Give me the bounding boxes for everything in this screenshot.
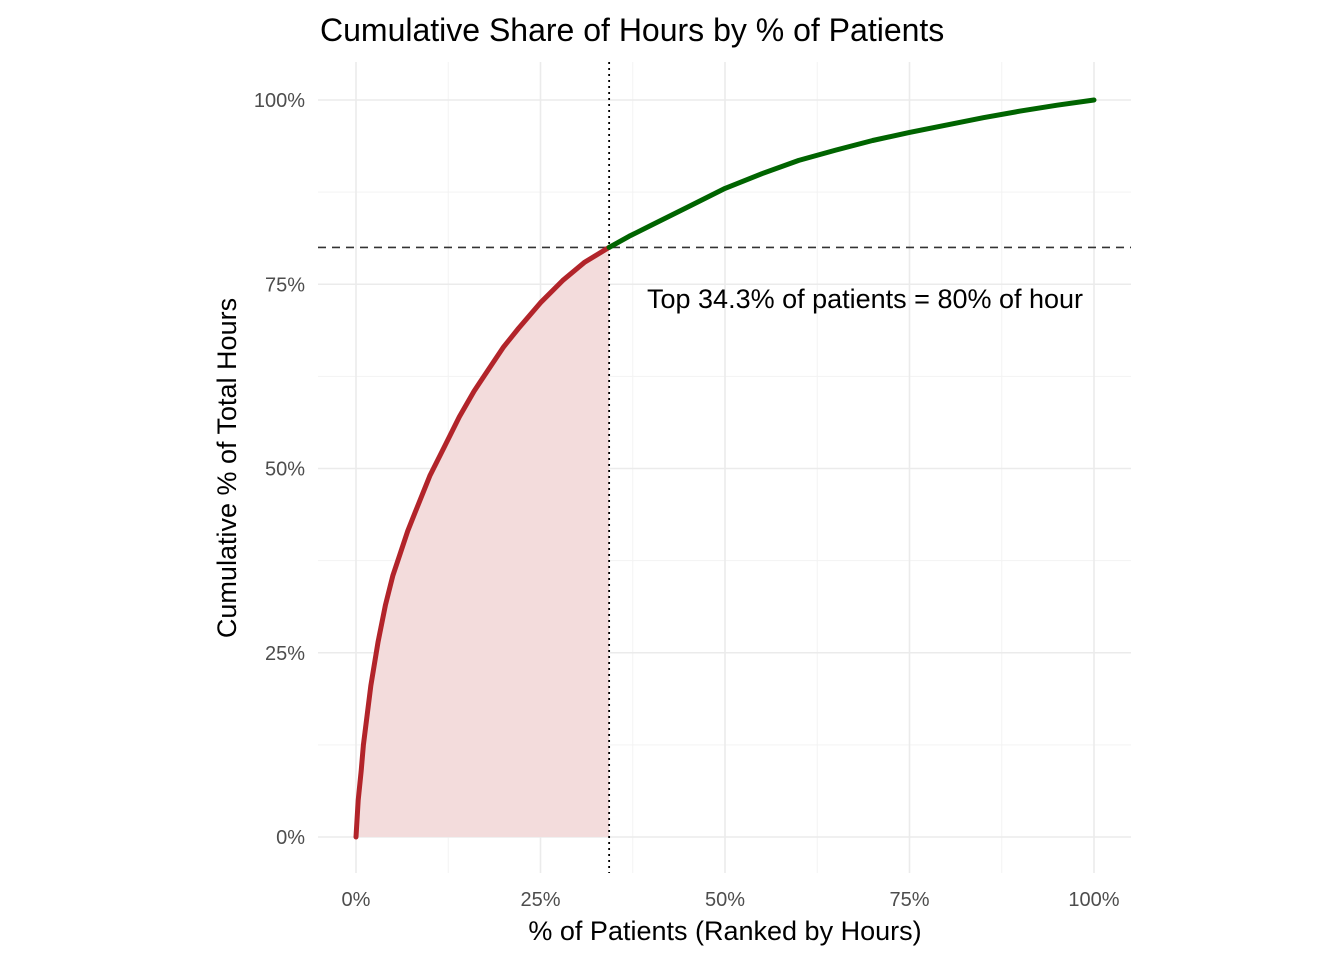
shaded-area-group xyxy=(356,247,610,837)
y-tick-label: 25% xyxy=(265,643,305,665)
y-tick-label: 75% xyxy=(265,274,305,296)
y-tick-label: 50% xyxy=(265,459,305,481)
curve-group xyxy=(353,97,1097,840)
y-axis-tick-labels: 0% 25% 50% 75% 100% xyxy=(254,90,305,849)
curve-above-threshold xyxy=(606,97,1097,250)
y-tick-label: 100% xyxy=(254,90,305,112)
chart-title: Cumulative Share of Hours by % of Patien… xyxy=(320,12,944,48)
x-tick-label: 50% xyxy=(705,889,745,911)
x-tick-label: 0% xyxy=(342,889,371,911)
threshold-annotation: Top 34.3% of patients = 80% of hour xyxy=(647,284,1083,314)
x-tick-label: 100% xyxy=(1068,889,1119,911)
y-tick-label: 0% xyxy=(276,827,305,849)
reference-lines xyxy=(318,62,1131,873)
x-tick-label: 75% xyxy=(889,889,929,911)
x-tick-label: 25% xyxy=(520,889,560,911)
y-axis-title: Cumulative % of Total Hours xyxy=(212,298,242,638)
curve-below-threshold xyxy=(353,244,612,840)
shaded-area-under-curve xyxy=(356,247,610,837)
x-axis-tick-labels: 0% 25% 50% 75% 100% xyxy=(342,889,1120,911)
x-axis-title: % of Patients (Ranked by Hours) xyxy=(528,916,921,946)
